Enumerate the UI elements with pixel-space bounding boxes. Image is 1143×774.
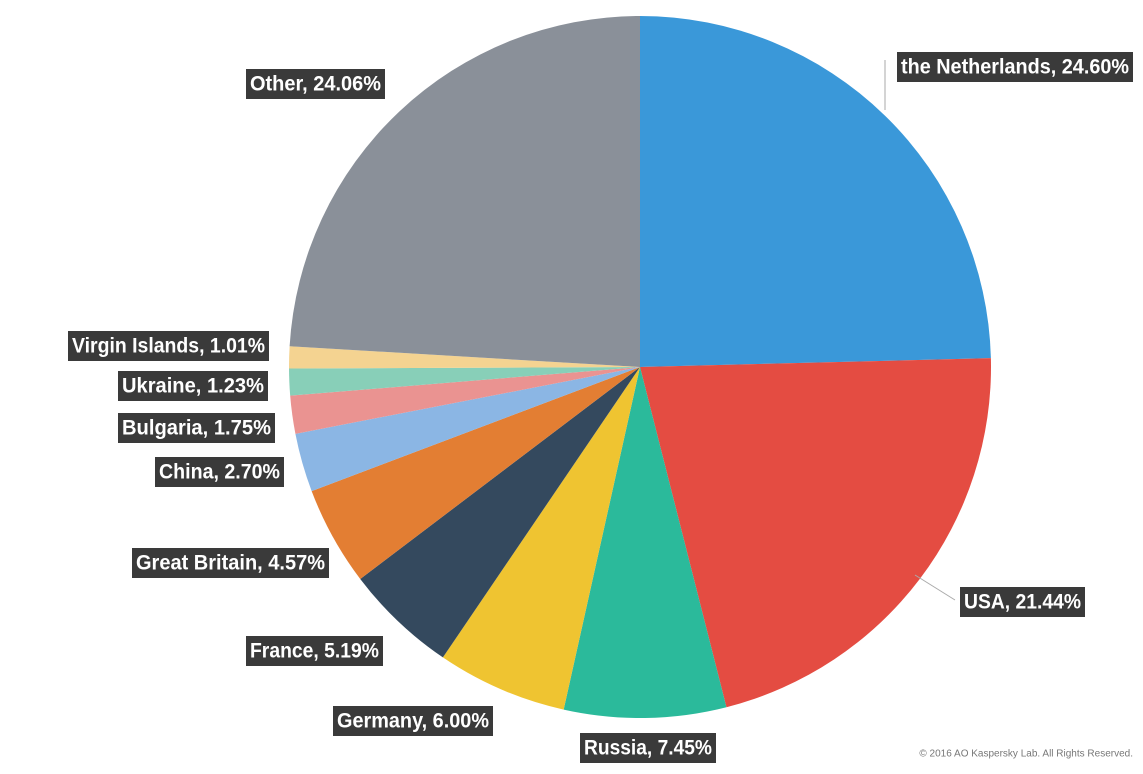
slice-label: Bulgaria, 1.75% (122, 417, 271, 440)
slice (289, 346, 640, 369)
slice-label: Germany, 6.00% (337, 710, 489, 733)
slice (290, 367, 640, 434)
slices (289, 16, 991, 718)
slice (311, 367, 640, 579)
label-box (333, 706, 493, 736)
label-box (897, 52, 1133, 82)
label-box (580, 733, 716, 763)
slice-label: Russia, 7.45% (584, 737, 712, 760)
labels: the Netherlands, 24.60% USA, 21.44% Russia… (68, 52, 1133, 763)
slice (640, 358, 991, 708)
slice-label: Ukraine, 1.23% (122, 375, 264, 398)
slice-label: China, 2.70% (159, 461, 280, 484)
label-box (68, 331, 269, 361)
label-box (246, 69, 385, 99)
slice-label: Other, 24.06% (250, 73, 381, 96)
slice (640, 16, 991, 367)
leader-line (914, 574, 956, 601)
slice (289, 367, 640, 396)
label-box (960, 587, 1085, 617)
slice (360, 367, 640, 658)
label-box (118, 413, 275, 443)
slice-label: the Netherlands, 24.60% (901, 56, 1129, 79)
slice-label: USA, 21.44% (964, 591, 1081, 614)
label-box (118, 371, 268, 401)
slice-label: Virgin Islands, 1.01% (72, 335, 265, 358)
slice-label: Great Britain, 4.57% (136, 552, 325, 575)
slice (289, 16, 640, 367)
label-box (246, 636, 383, 666)
slice-label: France, 5.19% (250, 640, 379, 663)
label-box (155, 457, 284, 487)
copyright: © 2016 AO Kaspersky Lab. All Rights Rese… (919, 749, 1133, 760)
label-box (132, 548, 329, 578)
slice (442, 367, 640, 710)
slice (295, 367, 640, 492)
slice (563, 367, 727, 718)
